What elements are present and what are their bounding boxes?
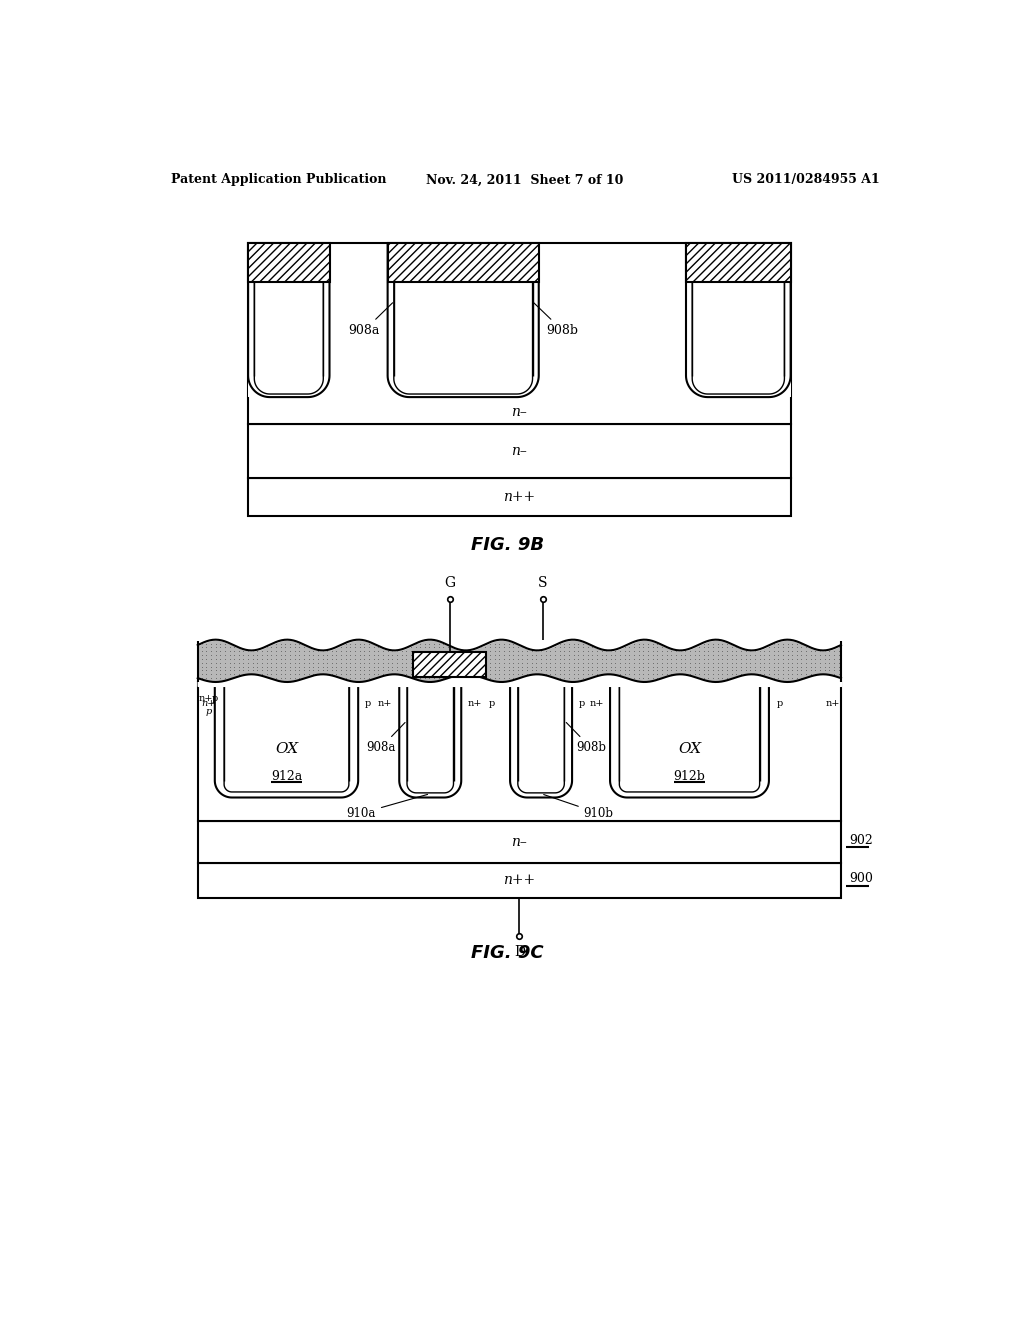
Text: OX: OX bbox=[274, 742, 298, 755]
Bar bbox=[248, 243, 330, 397]
Text: 910b: 910b bbox=[544, 795, 613, 820]
Text: OX: OX bbox=[678, 742, 701, 755]
Bar bbox=[686, 243, 791, 281]
Text: G: G bbox=[444, 576, 456, 590]
Text: p: p bbox=[488, 700, 495, 708]
Bar bbox=[388, 243, 539, 281]
Text: n+: n+ bbox=[590, 700, 604, 708]
Text: p: p bbox=[212, 694, 218, 704]
Bar bbox=[388, 243, 539, 397]
Text: 910a: 910a bbox=[347, 795, 428, 820]
Text: 908b: 908b bbox=[566, 722, 606, 754]
Text: 908a: 908a bbox=[348, 302, 392, 337]
Text: US 2011/0284955 A1: US 2011/0284955 A1 bbox=[732, 173, 880, 186]
Text: n++: n++ bbox=[504, 874, 536, 887]
Text: n–: n– bbox=[511, 834, 527, 849]
Bar bbox=[610, 682, 769, 797]
Bar bbox=[686, 243, 791, 397]
Text: p: p bbox=[365, 700, 371, 708]
Text: 900: 900 bbox=[849, 873, 872, 886]
Text: n+: n+ bbox=[199, 694, 213, 704]
Text: 908a: 908a bbox=[366, 722, 406, 754]
Text: 912a: 912a bbox=[271, 770, 302, 783]
Text: 908b: 908b bbox=[534, 302, 579, 337]
Bar bbox=[198, 863, 841, 898]
Text: FIG. 9B: FIG. 9B bbox=[471, 536, 545, 554]
Text: p: p bbox=[776, 700, 783, 708]
Text: p: p bbox=[579, 700, 585, 708]
Bar bbox=[248, 478, 791, 516]
Text: 902: 902 bbox=[849, 834, 872, 846]
Text: FIG. 9C: FIG. 9C bbox=[471, 944, 544, 962]
Bar bbox=[510, 682, 572, 797]
Bar bbox=[198, 821, 841, 863]
Text: Patent Application Publication: Patent Application Publication bbox=[171, 173, 386, 186]
Text: n+: n+ bbox=[468, 700, 482, 708]
Text: 912b: 912b bbox=[674, 770, 706, 783]
Text: n–: n– bbox=[511, 444, 527, 458]
Text: D: D bbox=[514, 945, 525, 960]
Text: S: S bbox=[538, 576, 548, 590]
Bar bbox=[413, 652, 486, 677]
Text: n++: n++ bbox=[504, 490, 536, 504]
Text: n+: n+ bbox=[202, 700, 216, 708]
Bar bbox=[215, 682, 358, 797]
Text: Nov. 24, 2011  Sheet 7 of 10: Nov. 24, 2011 Sheet 7 of 10 bbox=[426, 173, 624, 186]
Text: p: p bbox=[206, 706, 212, 715]
Bar bbox=[248, 243, 330, 281]
Bar bbox=[248, 424, 791, 478]
Text: n+: n+ bbox=[378, 700, 392, 708]
Text: n–: n– bbox=[511, 405, 527, 420]
Text: n+: n+ bbox=[826, 700, 841, 708]
Bar bbox=[399, 682, 461, 797]
Bar bbox=[198, 682, 841, 821]
Bar bbox=[198, 642, 841, 682]
Bar bbox=[248, 243, 791, 424]
